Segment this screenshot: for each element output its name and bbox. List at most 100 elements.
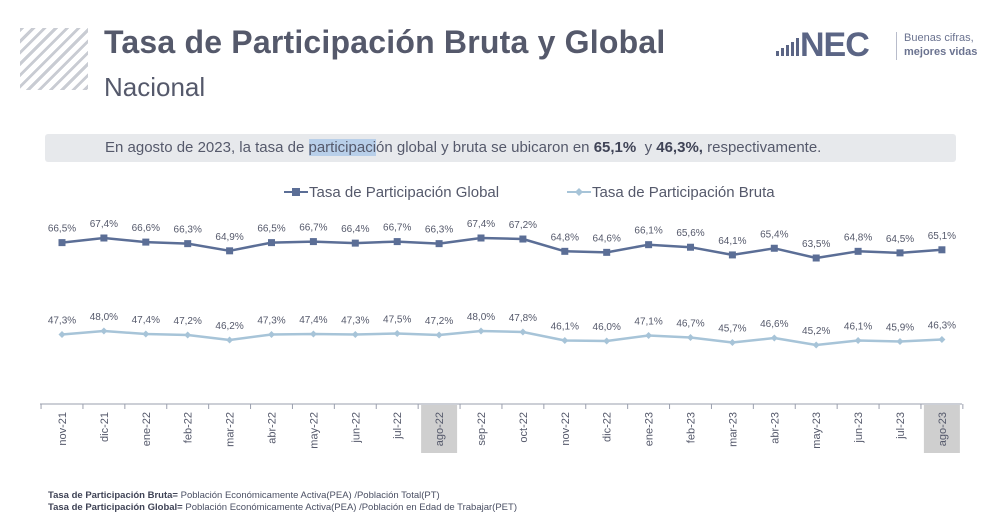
logo-brand: NEC bbox=[800, 26, 870, 64]
summary-value-bruta: 46,3%, bbox=[656, 139, 703, 156]
series-1-point bbox=[142, 330, 150, 338]
series-0-point bbox=[896, 249, 904, 257]
series-1-data-label: 46,1% bbox=[551, 322, 579, 333]
footnote-global-term: Tasa de Participación Global= bbox=[48, 502, 183, 513]
series-0-point bbox=[938, 246, 946, 254]
series-1-data-label: 46,6% bbox=[760, 319, 788, 330]
series-1-point bbox=[561, 337, 569, 344]
x-tick-label-oct-22: oct-22 bbox=[518, 412, 530, 443]
x-tick-label-ago-23: ago-23 bbox=[937, 412, 949, 446]
series-0-data-label: 64,6% bbox=[593, 233, 621, 244]
series-1-point bbox=[854, 337, 862, 344]
summary-selected-text[interactable]: participaci bbox=[308, 139, 377, 156]
series-0-data-label: 65,1% bbox=[928, 231, 956, 242]
series-0-point bbox=[58, 239, 66, 247]
series-1-data-label: 46,1% bbox=[844, 322, 872, 333]
series-0-data-label: 64,8% bbox=[551, 232, 579, 243]
series-0-data-label: 66,3% bbox=[174, 225, 202, 236]
series-0-data-label: 64,5% bbox=[886, 234, 914, 245]
series-1-data-label: 47,4% bbox=[132, 315, 160, 326]
x-tick-label-jun-22: jun-22 bbox=[350, 412, 362, 444]
series-0-data-label: 66,7% bbox=[299, 223, 327, 234]
series-0-point bbox=[268, 239, 275, 247]
summary-part3: respectivamente. bbox=[702, 139, 822, 156]
series-1-data-label: 47,2% bbox=[174, 316, 202, 327]
series-1-point bbox=[645, 332, 653, 339]
x-tick-label-abr-23: abr-23 bbox=[769, 412, 781, 444]
series-0-point bbox=[812, 254, 820, 262]
x-tick-label-feb-22: feb-22 bbox=[183, 412, 195, 443]
page-subtitle: Nacional bbox=[104, 72, 206, 102]
x-tick-label-jul-22: jul-22 bbox=[392, 412, 404, 440]
series-0-point bbox=[687, 243, 694, 251]
x-tick-label-may-23: may-23 bbox=[811, 412, 823, 449]
series-1-point bbox=[351, 331, 359, 338]
series-0-data-label: 66,5% bbox=[257, 224, 285, 235]
series-1-point bbox=[100, 327, 108, 335]
series-1-data-label: 46,7% bbox=[676, 319, 704, 330]
x-tick-label-may-22: may-22 bbox=[308, 412, 320, 449]
series-1-data-label: 46,3% bbox=[928, 321, 956, 332]
series-0-data-label: 65,4% bbox=[760, 229, 788, 240]
series-0-data-label: 64,8% bbox=[844, 232, 872, 243]
series-line-0 bbox=[61, 236, 942, 260]
series-0-point bbox=[184, 240, 192, 248]
x-tick-label-nov-21: nov-21 bbox=[57, 412, 69, 446]
x-tick-label-jul-23: jul-23 bbox=[895, 412, 907, 440]
series-1-data-label: 48,0% bbox=[467, 312, 495, 323]
footnote-bruta: Tasa de Participación Bruta= Población E… bbox=[48, 490, 440, 501]
x-tick-label-nov-22: nov-22 bbox=[560, 412, 572, 446]
series-1-data-label: 47,3% bbox=[257, 316, 285, 327]
series-1-point bbox=[603, 337, 611, 345]
footnote-global-definition: Población Económicamente Activa(PEA) /Po… bbox=[182, 502, 517, 513]
x-tick-label-mar-22: mar-22 bbox=[225, 412, 237, 447]
participation-line-chart: nov-21 dic-21 ene-22 feb-22 mar-22 abr-22 may-… bbox=[40, 184, 964, 453]
series-0-data-label: 64,9% bbox=[215, 232, 243, 243]
series-0-data-label: 66,6% bbox=[132, 223, 160, 234]
series-0-point bbox=[142, 238, 150, 246]
logo-tagline-1: Buenas cifras, bbox=[904, 32, 974, 44]
series-1-point bbox=[519, 328, 527, 336]
series-0-point bbox=[728, 251, 736, 259]
footnote-global: Tasa de Participación Global= Población … bbox=[48, 502, 517, 513]
series-1-data-label: 47,8% bbox=[509, 313, 537, 324]
series-1-data-label: 45,9% bbox=[886, 323, 914, 334]
series-0-data-label: 67,2% bbox=[509, 220, 537, 231]
series-0-point bbox=[100, 234, 108, 242]
series-0-point bbox=[309, 238, 317, 246]
footnote-bruta-term: Tasa de Participación Bruta= bbox=[48, 490, 178, 501]
series-0-data-label: 66,5% bbox=[48, 224, 76, 235]
series-1-data-label: 48,0% bbox=[90, 312, 118, 323]
series-1-point bbox=[687, 334, 694, 341]
series-0-data-label: 66,4% bbox=[341, 224, 369, 235]
series-1-data-label: 47,2% bbox=[425, 316, 453, 327]
x-tick-label-sep-22: sep-22 bbox=[476, 412, 488, 446]
series-0-point bbox=[435, 240, 443, 248]
summary-part1: En agosto de 2023, la tasa de bbox=[105, 139, 309, 156]
x-tick-label-ene-23: ene-23 bbox=[644, 412, 656, 446]
legend-label-1: Tasa de Participación Bruta bbox=[592, 184, 775, 201]
decorative-hatch bbox=[20, 28, 88, 90]
series-1-data-label: 46,0% bbox=[593, 322, 621, 333]
series-0-point bbox=[645, 241, 653, 249]
series-1-point bbox=[938, 336, 946, 343]
series-1-point bbox=[896, 338, 904, 345]
highlight-box-ago-23 bbox=[923, 405, 960, 453]
series-0-data-label: 64,1% bbox=[718, 236, 746, 247]
logo-separator bbox=[896, 32, 897, 60]
series-1-data-label: 47,3% bbox=[341, 316, 369, 327]
series-1-data-label: 45,7% bbox=[718, 324, 746, 335]
summary-value-global: 65,1% bbox=[593, 139, 637, 156]
inec-logo: NEC Buenas cifras, mejores vidas bbox=[776, 26, 996, 66]
x-tick-label-dic-21: dic-21 bbox=[99, 412, 111, 442]
summary-banner: En agosto de 2023, la tasa de participac… bbox=[45, 134, 956, 162]
summary-text: En agosto de 2023, la tasa de participac… bbox=[105, 139, 821, 156]
x-tick-label-dic-22: dic-22 bbox=[602, 412, 614, 442]
series-0-point bbox=[477, 234, 485, 242]
series-line-1 bbox=[61, 329, 942, 347]
series-1-point bbox=[226, 336, 234, 344]
x-tick-label-ago-22: ago-22 bbox=[434, 412, 446, 446]
logo-tagline-2: mejores vidas bbox=[904, 46, 978, 58]
series-0-point bbox=[351, 239, 359, 247]
series-1-data-label: 47,3% bbox=[48, 316, 76, 327]
